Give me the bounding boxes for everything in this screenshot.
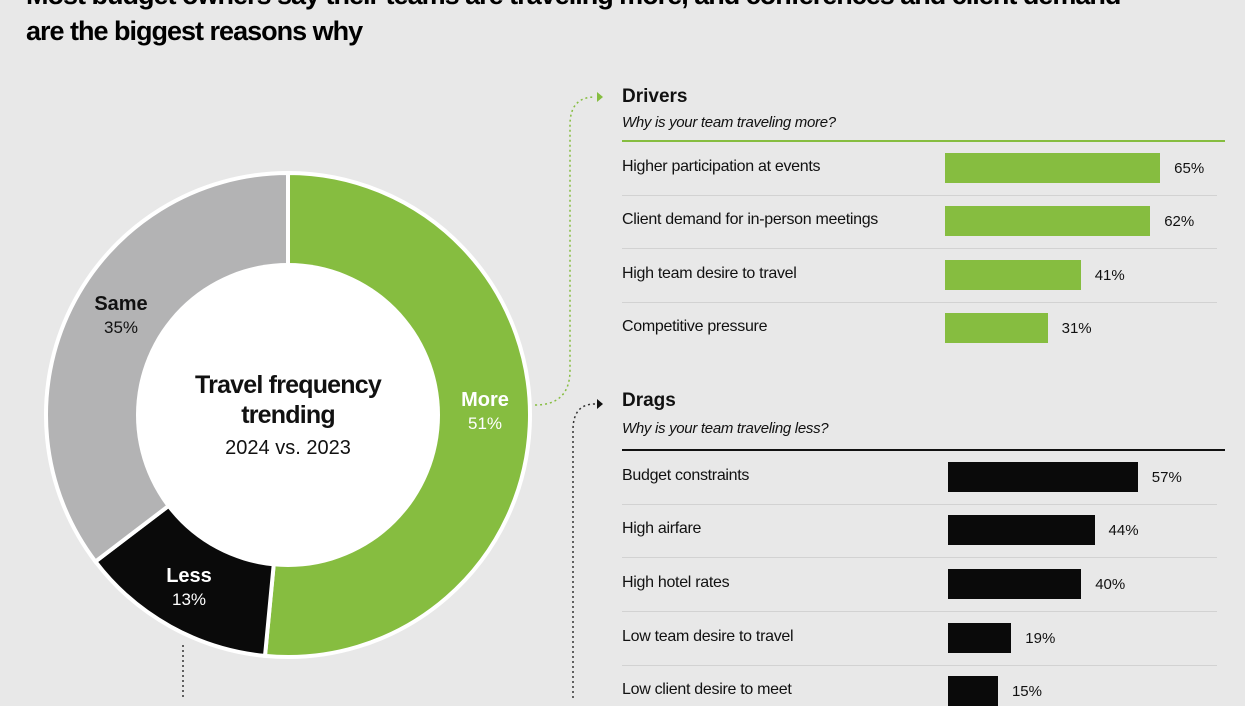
drivers-arrow-icon	[597, 92, 603, 102]
bar-value: 44%	[1108, 522, 1139, 539]
bar	[948, 515, 1095, 545]
slice-name: Less	[166, 565, 212, 587]
bar	[948, 676, 998, 706]
slice-name: Same	[94, 293, 148, 315]
slice-name: More	[461, 389, 509, 411]
bar-value: 62%	[1164, 213, 1195, 230]
bar-value: 40%	[1095, 576, 1126, 593]
drags-arrow-icon	[597, 399, 603, 409]
bar	[948, 569, 1082, 599]
bar	[945, 206, 1151, 236]
bar-value: 31%	[1061, 320, 1092, 337]
donut-title: Travel frequency trending	[195, 371, 382, 429]
bar-label: Budget constraints	[622, 467, 750, 484]
row-divider	[622, 611, 1217, 612]
drags-connector	[572, 403, 596, 700]
slice-value: 51%	[467, 414, 503, 433]
drags-rule	[622, 449, 1225, 451]
title-line-1: Most budget owners say their teams are t…	[26, 0, 1121, 11]
donut-subtitle: 2024 vs. 2023	[225, 437, 351, 459]
bar-label: Client demand for in-person meetings	[622, 211, 879, 228]
bar-label: Competitive pressure	[622, 318, 768, 335]
bar-label: Low client desire to meet	[622, 681, 792, 698]
bar-label: High airfare	[622, 520, 702, 537]
slice-label-less: Less 13%	[144, 564, 234, 612]
drags-heading: Drags	[622, 390, 676, 411]
bar-value: 57%	[1151, 469, 1182, 486]
slice-value: 13%	[171, 590, 207, 609]
bar-value: 65%	[1174, 160, 1205, 177]
bar-value: 19%	[1025, 630, 1056, 647]
bar-label: High team desire to travel	[622, 265, 797, 282]
bar-value: 41%	[1094, 267, 1125, 284]
donut-hole	[136, 263, 440, 567]
bar-label: Higher participation at events	[622, 158, 821, 175]
drags-question: Why is your team traveling less?	[622, 420, 829, 437]
bar	[945, 153, 1161, 183]
row-divider	[622, 665, 1217, 666]
slice-value: 35%	[103, 318, 139, 337]
slice-label-same: Same 35%	[76, 292, 166, 340]
bar	[945, 313, 1048, 343]
drivers-heading: Drivers	[622, 86, 688, 107]
bar-value: 15%	[1011, 683, 1042, 700]
bar	[945, 260, 1081, 290]
bar	[948, 462, 1138, 492]
row-divider	[622, 195, 1217, 196]
bar-label: Low team desire to travel	[622, 628, 794, 645]
bar-label: High hotel rates	[622, 574, 730, 591]
drivers-question: Why is your team traveling more?	[622, 114, 836, 131]
donut-chart	[44, 170, 532, 659]
drivers-connector	[534, 96, 596, 406]
drivers-rule	[622, 140, 1225, 142]
slice-label-more: More 51%	[440, 388, 530, 436]
row-divider	[622, 248, 1217, 249]
row-divider	[622, 504, 1217, 505]
row-divider	[622, 557, 1217, 558]
bar	[948, 623, 1012, 653]
title-line-2: are the biggest reasons why	[26, 16, 363, 46]
row-divider	[622, 302, 1217, 303]
